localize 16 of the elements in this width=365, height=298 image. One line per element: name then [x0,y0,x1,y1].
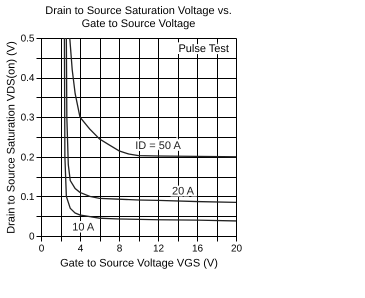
x-tick-label: 16 [192,244,204,254]
y-axis-title: Drain to Source Saturation VDS(on) (V) [6,41,18,234]
y-tick-label: 0 [28,232,35,242]
text: Gate to Source Voltage [82,18,196,30]
y-tick-label: 0.1 [20,192,35,203]
x-tick-label: 0 [38,244,45,254]
y-tick-label: 0.4 [20,73,35,84]
x-tick-label: 12 [152,244,164,254]
text: Drain to Source Saturation Voltage vs. [45,5,232,17]
y-tick-label: 0.2 [20,152,35,164]
x-tick-label: 4 [78,244,84,254]
x-axis-title: Gate to Source Voltage VGS (V) [60,258,218,270]
x-tick-label: 20 [230,244,242,254]
y-tick-label: 0.5 [20,34,35,44]
y-tick-label: 0.3 [20,112,35,124]
x-tick-label: 8 [116,244,123,254]
